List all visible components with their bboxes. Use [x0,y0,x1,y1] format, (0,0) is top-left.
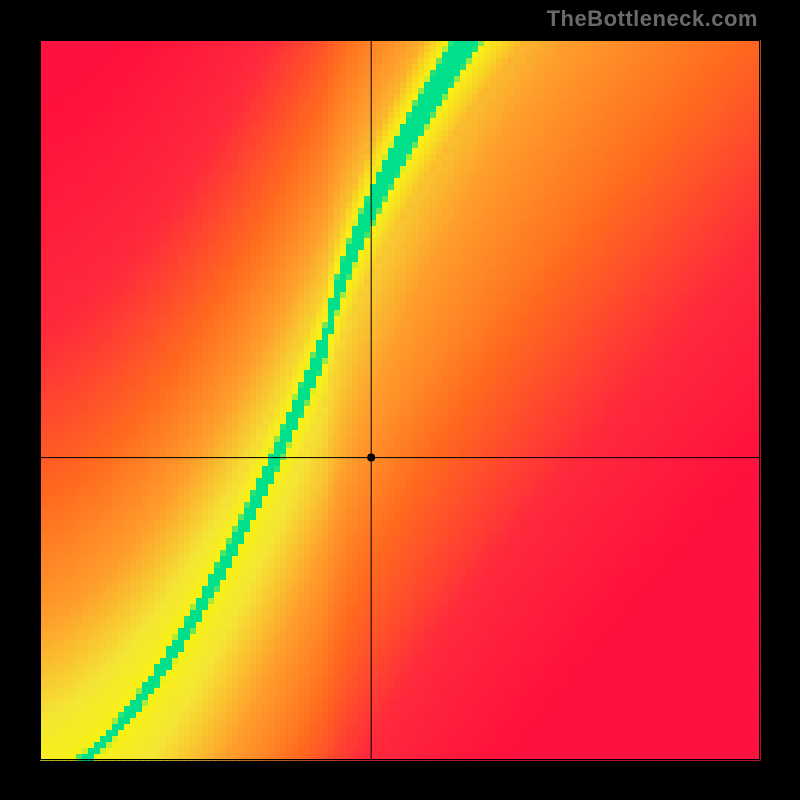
chart-container: TheBottleneck.com [0,0,800,800]
watermark-text: TheBottleneck.com [547,6,758,32]
bottleneck-heatmap [0,0,800,800]
